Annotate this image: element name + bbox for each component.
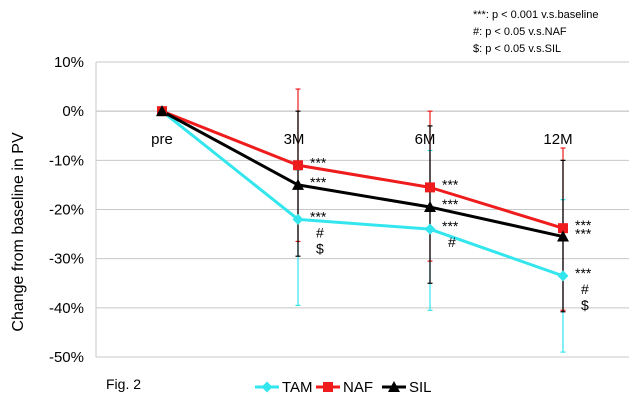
- x-category-label: 12M: [543, 131, 572, 148]
- series-markers: [156, 105, 569, 282]
- marker-sil: [292, 178, 304, 190]
- series-line-naf: [161, 109, 564, 230]
- marker-tam: [424, 223, 436, 235]
- marker-naf: [293, 160, 303, 171]
- y-tick-label: 0%: [62, 103, 84, 120]
- x-category-label: 6M: [415, 131, 436, 148]
- series-lines: [161, 109, 564, 278]
- significance-baseline: ***: [310, 174, 327, 190]
- marker-tam: [292, 213, 304, 225]
- marker-naf: [425, 182, 435, 193]
- y-tick-label: 10%: [54, 54, 84, 71]
- legend-entry: SIL: [409, 379, 432, 396]
- significance-naf: #: [316, 224, 324, 240]
- y-tick-label: -10%: [49, 152, 84, 169]
- marker-naf: [558, 223, 568, 234]
- legend-swatch-marker: [323, 382, 333, 392]
- marker-sil: [424, 201, 436, 213]
- significance-note: $: p < 0.05 v.s.SIL: [473, 43, 561, 55]
- error-bars: [295, 88, 566, 353]
- y-tick-label: -40%: [49, 300, 84, 317]
- series-line-sil: [161, 109, 564, 239]
- x-category-label: pre: [151, 131, 173, 148]
- significance-annotations: *********#$*********#*********#$: [310, 154, 592, 313]
- significance-baseline: ***: [442, 218, 459, 234]
- significance-sil: $: [581, 297, 589, 313]
- series-line-tam: [161, 109, 564, 278]
- significance-baseline: ***: [442, 196, 459, 212]
- grid-lines: [95, 61, 629, 358]
- y-axis-label: Change from baseline in PV: [10, 132, 27, 332]
- marker-sil: [156, 105, 168, 117]
- significance-baseline: ***: [310, 154, 327, 170]
- legend: TAM NAF SIL: [255, 379, 432, 396]
- legend-swatch-marker: [261, 381, 273, 393]
- figure-label: Fig. 2: [106, 376, 141, 392]
- significance-naf: #: [448, 234, 456, 250]
- significance-notes: ***: p < 0.001 v.s.baseline #: p < 0.05 v…: [473, 9, 598, 55]
- significance-note: ***: p < 0.001 v.s.baseline: [473, 9, 598, 21]
- y-tick-label: -50%: [49, 349, 84, 366]
- legend-entry: TAM: [282, 379, 313, 396]
- significance-naf: #: [581, 281, 589, 297]
- y-tick-label: -30%: [49, 251, 84, 268]
- legend-entry: NAF: [343, 379, 373, 396]
- x-category-label: 3M: [284, 131, 305, 148]
- significance-baseline: ***: [310, 208, 327, 224]
- y-axis-ticks: 10% 0% -10% -20% -30% -40% -50%: [49, 54, 84, 366]
- significance-sil: $: [316, 240, 324, 256]
- significance-note: #: p < 0.05 v.s.NAF: [473, 26, 567, 38]
- significance-baseline: ***: [575, 217, 592, 233]
- significance-baseline: ***: [575, 265, 592, 281]
- marker-tam: [557, 270, 569, 282]
- significance-baseline: ***: [442, 176, 459, 192]
- significance-baseline: ***: [575, 226, 592, 242]
- legend-swatch-marker: [388, 381, 400, 392]
- marker-sil: [557, 230, 569, 242]
- y-tick-label: -20%: [49, 202, 84, 219]
